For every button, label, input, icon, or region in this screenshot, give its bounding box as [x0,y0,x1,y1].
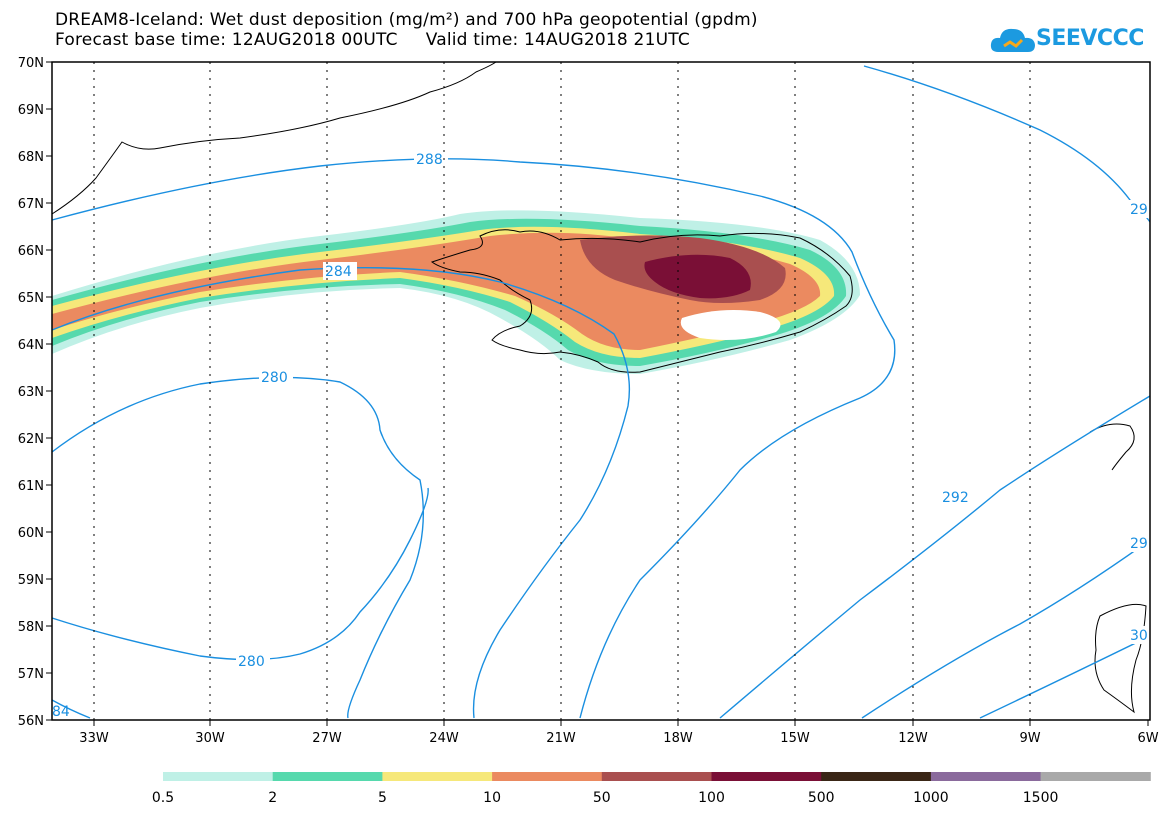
legend-label: 10 [483,790,501,806]
lon-label: 9W [1019,731,1040,746]
legend-label: 2 [268,790,277,806]
lat-label: 59N [18,573,44,588]
seevccc-logo: SEEVCCC [990,20,1160,60]
contour-label-30: 30 [1130,628,1148,644]
lat-label: 70N [18,56,44,71]
tick-marks [46,61,1149,726]
lon-label: 30W [195,731,225,746]
lon-label: 6W [1137,731,1158,746]
contour-label-84: 84 [52,704,70,720]
legend-label: 500 [808,790,835,806]
color-legend: 0.5 2 5 10 50 100 500 1000 1500 [152,772,1151,806]
lon-label: 33W [79,731,109,746]
lat-label: 69N [18,103,44,118]
legend-label: 50 [593,790,611,806]
contour-label-284: 284 [325,264,352,280]
lon-label: 12W [898,731,928,746]
lat-label: 57N [18,667,44,682]
legend-swatch [711,772,822,781]
legend-swatch [1040,772,1151,781]
map-subtitle: Forecast base time: 12AUG2018 00UTC Vali… [55,30,690,50]
lat-label: 61N [18,479,44,494]
lat-label: 60N [18,526,44,541]
lat-label: 65N [18,291,44,306]
contour-label-288: 288 [416,152,443,168]
map-frame [51,61,1151,721]
lon-label: 15W [780,731,810,746]
contour-labels: 288 284 280 280 292 29 29 30 84 [52,150,1150,720]
lon-label: 24W [429,731,459,746]
lon-label: 27W [312,731,342,746]
lat-label: 56N [18,714,44,729]
contour-label-29-lower: 29 [1130,536,1148,552]
legend-swatch [382,772,493,781]
legend-swatch [601,772,712,781]
contour-label-280-lower: 280 [238,654,265,670]
lat-label: 67N [18,197,44,212]
graticule [93,62,1031,720]
legend-swatch [930,772,1042,781]
legend-swatch [492,772,603,781]
lon-label: 18W [663,731,693,746]
contour-label-292: 292 [942,490,969,506]
legend-swatch [272,772,383,781]
dust-deposition-field [52,210,860,374]
coastline [51,61,1147,714]
longitude-labels: 33W 30W 27W 24W 21W 18W 15W 12W 9W 6W [79,731,1158,746]
legend-swatch [163,772,274,781]
legend-label: 1000 [913,790,949,806]
map-title: DREAM8-Iceland: Wet dust deposition (mg/… [55,10,758,30]
lat-label: 63N [18,385,44,400]
contour-label-29-upper: 29 [1130,202,1148,218]
legend-label: 1500 [1023,790,1059,806]
legend-label: 0.5 [152,790,174,806]
logo-text: SEEVCCC [1036,26,1144,51]
latitude-labels: 70N 69N 68N 67N 66N 65N 64N 63N 62N 61N … [18,56,44,729]
lat-label: 66N [18,244,44,259]
contour-label-280-upper: 280 [261,370,288,386]
cloud-icon [990,28,1035,52]
lat-label: 58N [18,620,44,635]
legend-label: 5 [378,790,387,806]
legend-swatch [821,772,932,781]
lat-label: 64N [18,338,44,353]
geopotential-contours [51,65,1151,719]
lat-label: 68N [18,150,44,165]
lon-label: 21W [546,731,576,746]
legend-label: 100 [698,790,725,806]
lat-label: 62N [18,432,44,447]
